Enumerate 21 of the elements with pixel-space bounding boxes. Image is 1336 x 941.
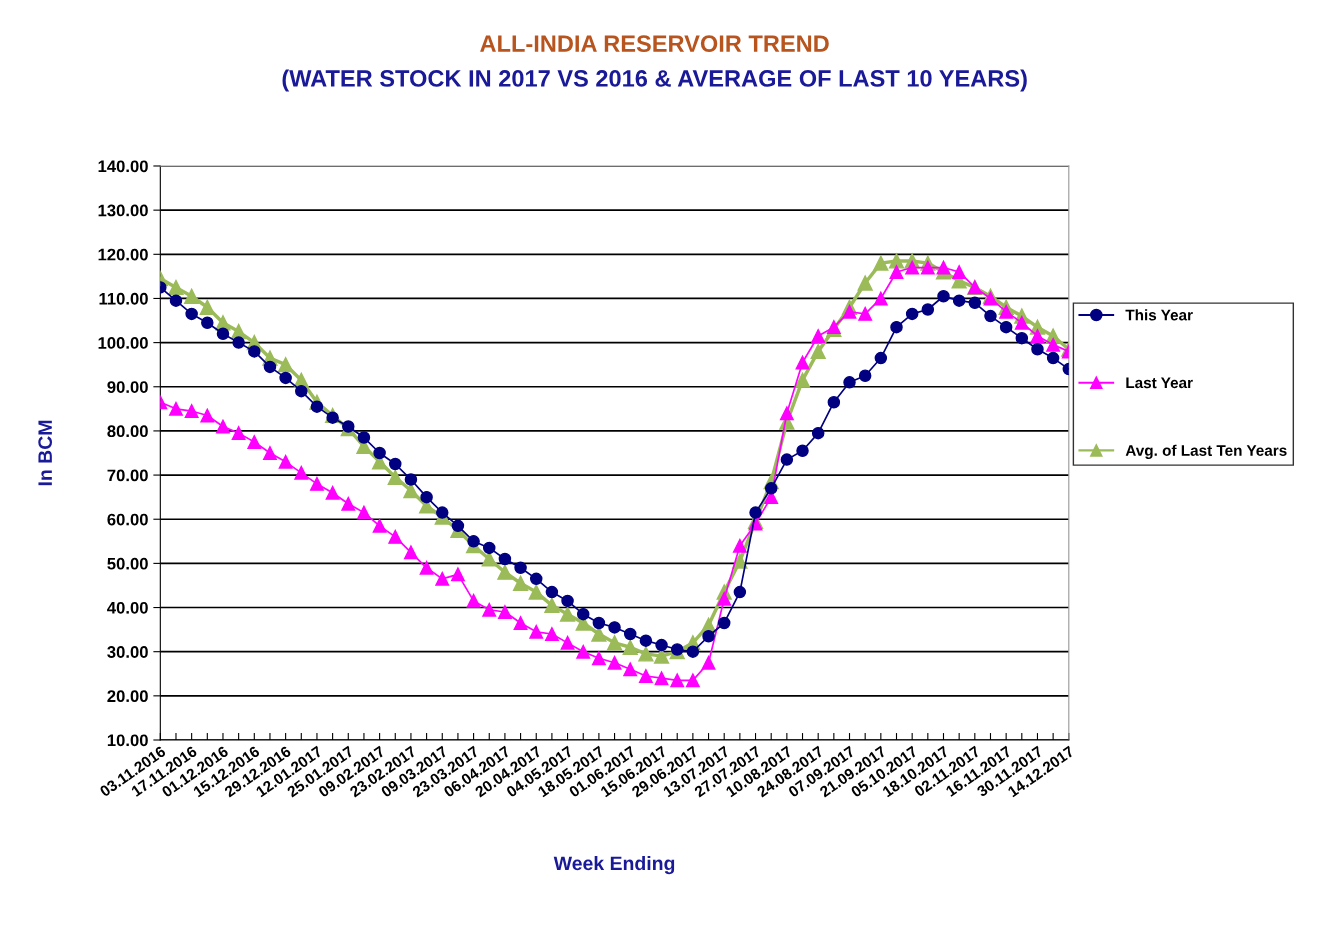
y-axis-title: In BCM [38, 420, 53, 486]
y-tick-label: 60.00 [107, 513, 148, 526]
y-tick-label: 140.00 [98, 160, 148, 173]
y-tick-label: 40.00 [107, 601, 148, 614]
legend-label: Last Year [1126, 377, 1193, 389]
y-tick-label: 120.00 [98, 248, 148, 261]
y-tick-label: 20.00 [107, 690, 148, 703]
x-axis-title: Week Ending [553, 855, 675, 875]
y-tick-label: 100.00 [98, 337, 148, 349]
y-tick-label: 130.00 [98, 204, 148, 217]
legend-label: This Year [1125, 309, 1193, 321]
y-tick-label: 10.00 [107, 734, 148, 747]
chart-subtitle: (WATER STOCK IN 2017 VS 2016 & AVERAGE OF LAST 10 YEARS) [282, 69, 1027, 92]
y-tick-label: 50.00 [107, 557, 148, 570]
y-tick-label: 90.00 [107, 381, 148, 393]
y-tick-label: 80.00 [107, 425, 148, 438]
y-tick-label: 110.00 [99, 292, 148, 305]
y-tick-label: 30.00 [107, 646, 148, 658]
chart-title: ALL-INDIA RESERVOIR TREND [480, 35, 829, 52]
y-tick-label: 70.00 [107, 469, 148, 482]
legend-label: Avg. of Last Ten Years [1125, 444, 1287, 459]
